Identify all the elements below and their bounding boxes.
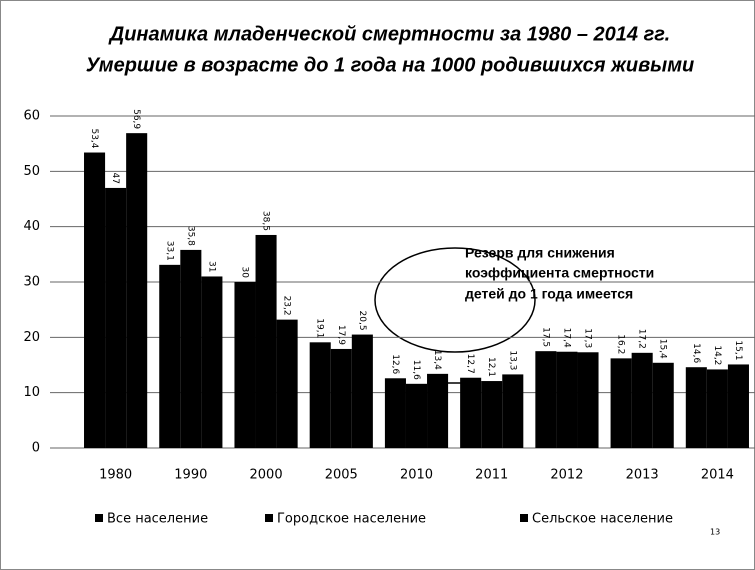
x-tick-label: 1980 [99,468,132,483]
value-label: 17,9 [336,325,346,345]
legend-swatch [95,514,103,522]
x-tick-label: 2014 [701,468,734,483]
legend-label: Сельское население [532,512,673,527]
value-label: 31 [206,261,216,272]
value-label: 17,4 [561,328,571,348]
annotation: детей до 1 года имеется [465,286,633,302]
annotation: коэффициента смертности [465,265,654,281]
highlight-ellipse [374,247,536,353]
bar [460,377,482,448]
bar [351,334,373,448]
value-label: 20,5 [357,311,367,331]
value-label: 14,2 [712,345,722,365]
y-tick-label: 20 [23,330,40,345]
value-label: 47 [110,172,120,183]
bar [309,342,331,448]
bar [427,373,449,448]
bar [610,358,632,448]
y-tick-label: 50 [23,164,40,179]
value-label: 38,5 [261,211,271,231]
bar [276,319,298,448]
bar [727,364,749,448]
y-tick-label: 60 [23,109,40,124]
y-tick-label: 0 [32,441,40,456]
bar [652,362,674,448]
bar [556,351,578,448]
bar [384,378,406,448]
bar [631,352,653,448]
y-tick-label: 10 [23,385,40,400]
bar [706,369,728,448]
value-label: 15,1 [733,340,743,360]
y-tick-label: 30 [23,275,40,290]
bar [577,352,599,448]
bar [126,133,148,449]
x-tick-label: 2000 [250,468,283,483]
annotation: Резерв для снижения [465,245,615,261]
value-label: 15,4 [658,339,668,359]
value-label: 23,2 [282,296,292,316]
bar [685,367,707,448]
x-tick-label: 2012 [550,468,583,483]
value-label: 30 [239,267,249,279]
bar [502,374,524,448]
value-label: 17,2 [637,329,647,349]
value-label: 12,1 [486,357,496,377]
value-label: 17,3 [583,328,593,348]
value-label: 13,3 [507,350,517,370]
x-tick-label: 2010 [400,468,433,483]
legend-label: Все население [107,512,208,527]
x-tick-label: 2005 [325,468,358,483]
value-label: 53,4 [89,128,99,148]
chart-title: Динамика младенческой смертности за 1980… [108,23,670,45]
value-label: 19,1 [315,318,325,338]
chart-subtitle: Умершие в возрасте до 1 года на 1000 род… [86,54,695,76]
bar [481,381,503,448]
value-label: 17,5 [540,327,550,347]
bar [201,276,223,448]
x-tick-label: 2011 [475,468,508,483]
x-tick-label: 2013 [626,468,659,483]
value-label: 12,6 [390,354,400,374]
bar [330,348,352,448]
bar [535,351,557,448]
value-label: 35,8 [185,226,195,246]
bar [255,234,277,448]
legend-swatch [520,514,528,522]
bar [405,383,428,448]
value-label: 12,7 [465,354,475,374]
legend-swatch [265,514,273,522]
bar [234,282,256,448]
bar [84,152,106,448]
x-tick-label: 1990 [174,468,207,483]
bar [159,264,181,448]
value-label: 11,6 [411,360,421,380]
legend-label: Городское население [277,512,426,527]
y-tick-label: 40 [23,219,40,234]
value-label: 14,6 [691,343,701,363]
value-label: 56,9 [131,109,141,129]
bar [105,187,127,448]
bar [180,249,202,448]
value-label: 33,1 [164,241,174,261]
page-number: 13 [710,528,720,537]
value-label: 13,4 [432,350,442,370]
value-label: 16,2 [616,334,626,354]
